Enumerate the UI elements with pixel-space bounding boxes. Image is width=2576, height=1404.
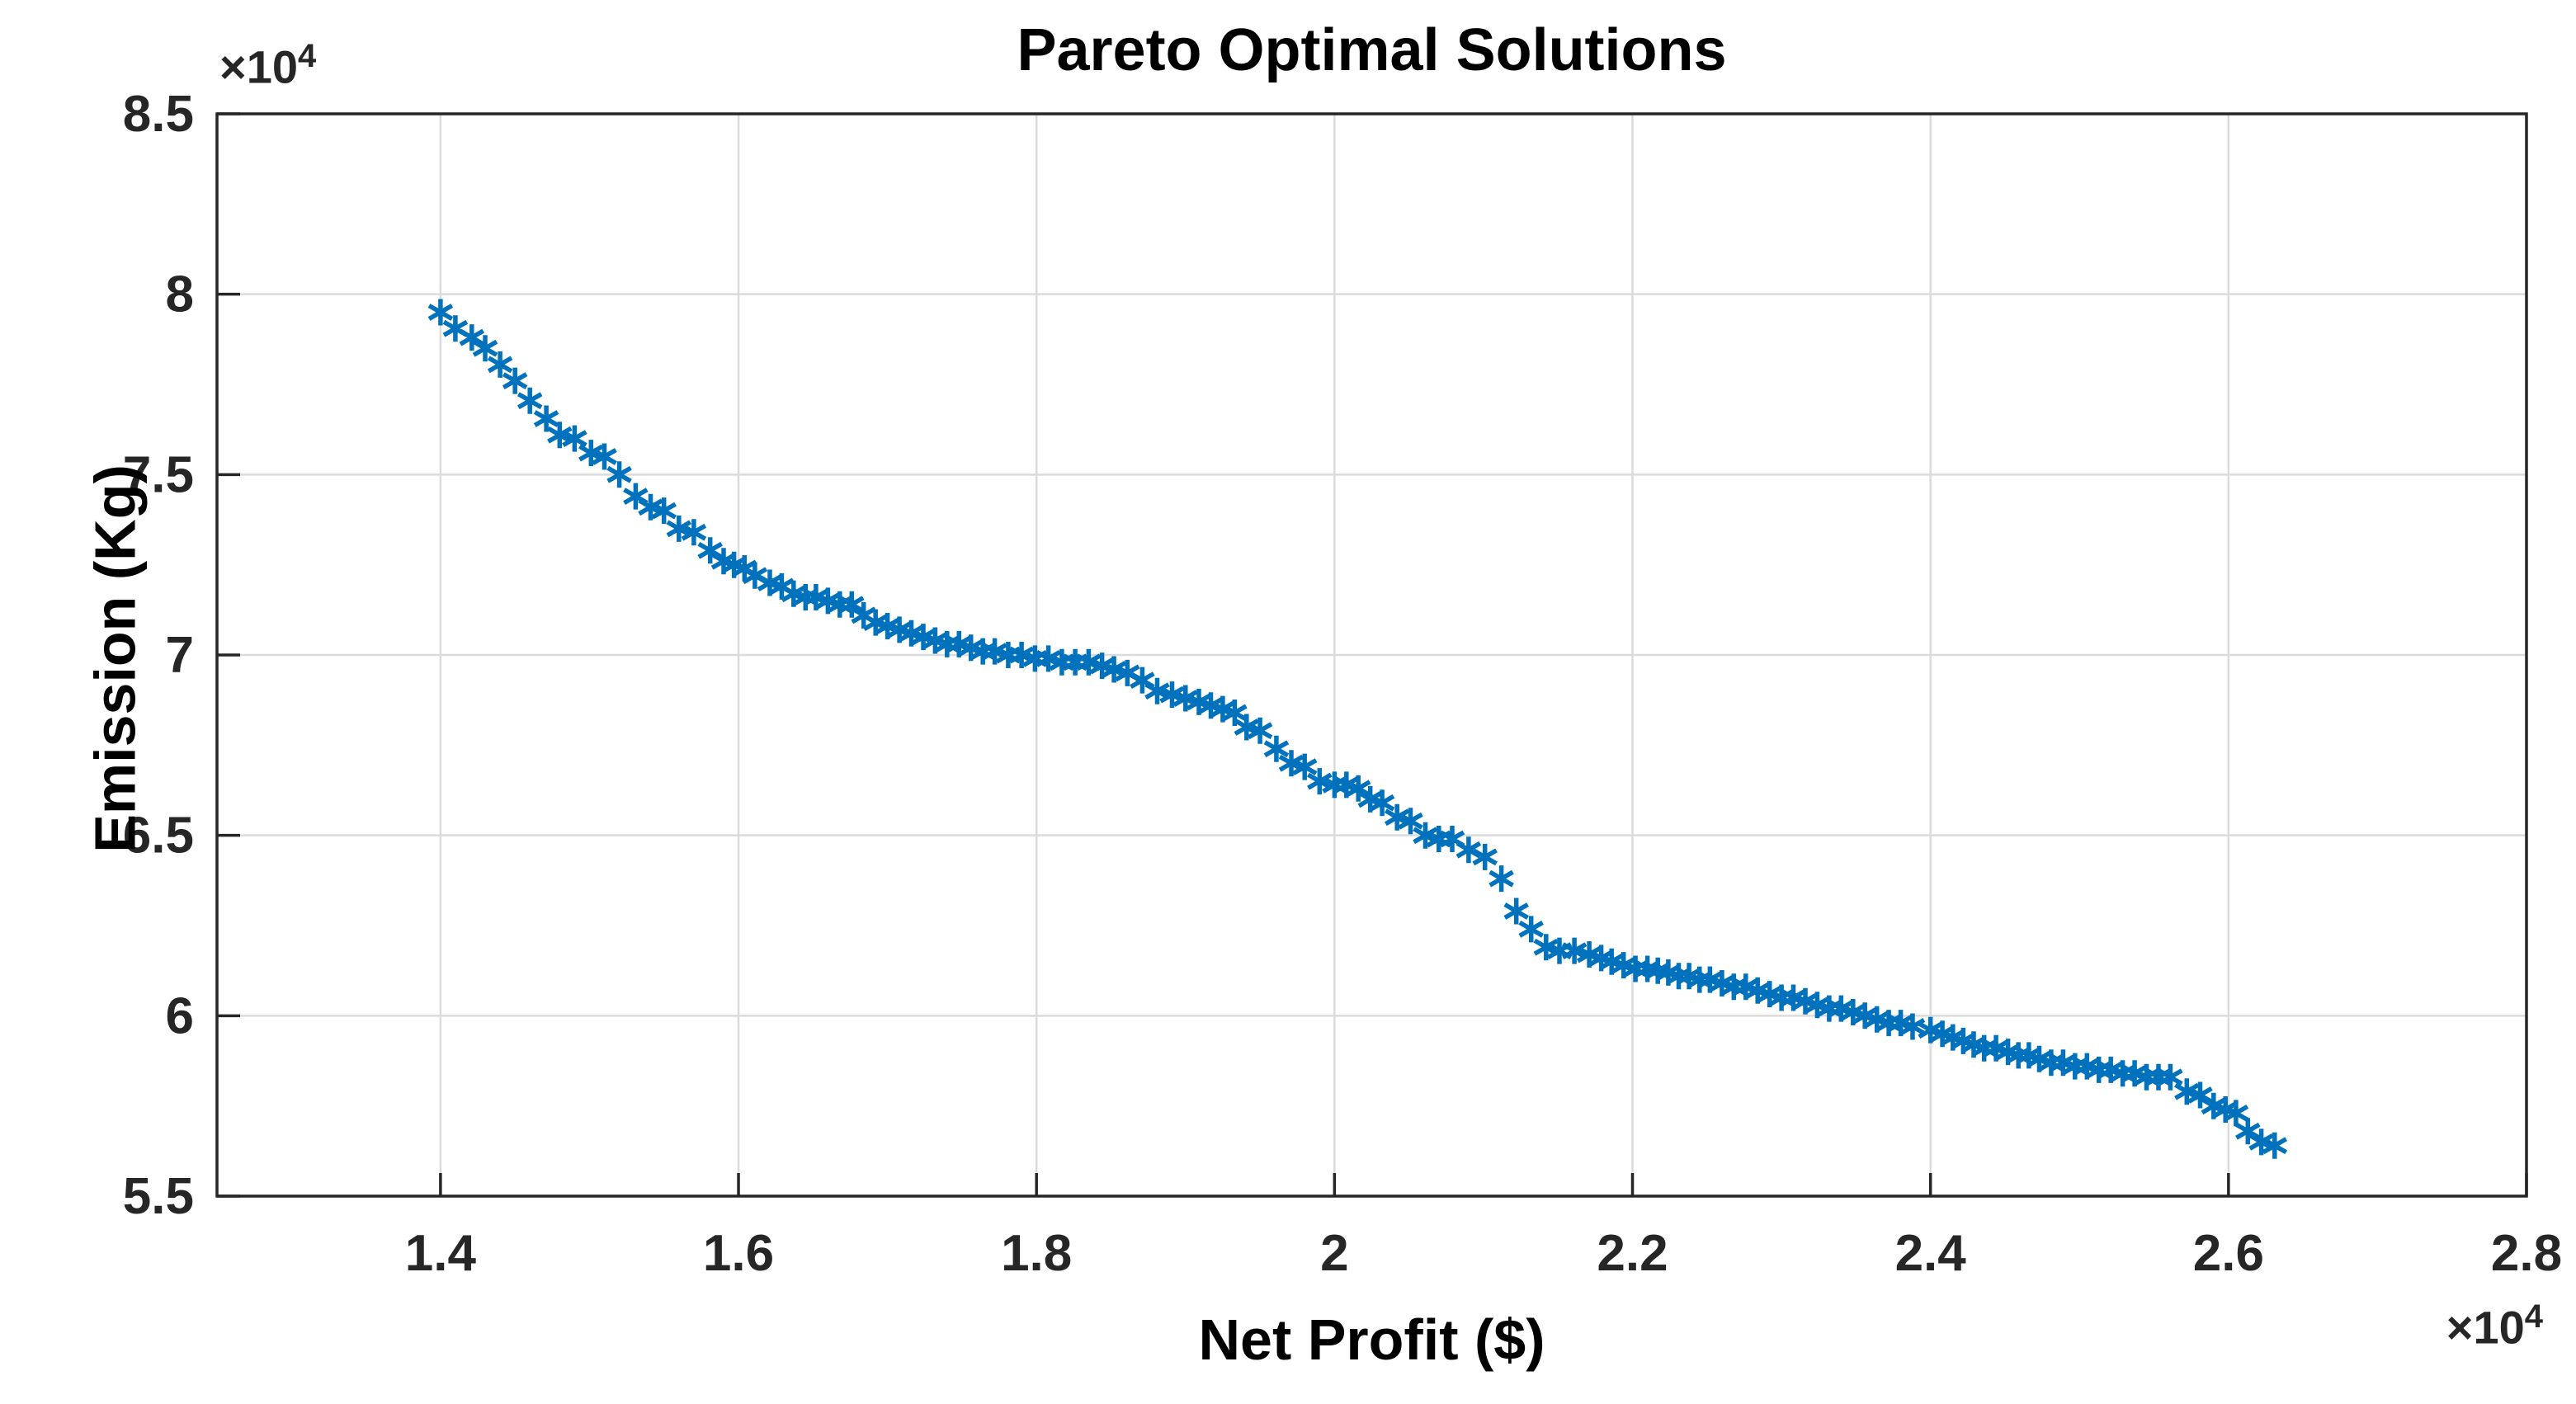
x-tick-label: 2 bbox=[1320, 1225, 1348, 1282]
y-tick-label: 5.5 bbox=[123, 1168, 194, 1225]
data-point-marker bbox=[1307, 768, 1333, 795]
x-exponent-base: ×10 bbox=[2446, 1301, 2525, 1354]
data-point-marker bbox=[2235, 1118, 2261, 1145]
data-point-marker bbox=[697, 537, 723, 564]
data-point-marker bbox=[606, 461, 632, 488]
x-tick-label: 1.4 bbox=[405, 1225, 477, 1282]
x-axis-exponent-label: ×104 bbox=[2446, 1300, 2543, 1351]
data-point-marker bbox=[1687, 966, 1713, 993]
data-point-marker bbox=[2005, 1042, 2031, 1069]
data-point-marker bbox=[1518, 916, 1544, 943]
data-point-marker bbox=[1472, 843, 1498, 870]
data-point-marker bbox=[666, 515, 692, 542]
x-tick-label: 2.8 bbox=[2491, 1225, 2562, 1282]
y-tick-label: 8 bbox=[166, 266, 194, 323]
data-point-marker bbox=[1263, 735, 1290, 762]
x-tick-label: 2.6 bbox=[2193, 1225, 2264, 1282]
x-axis-label: Net Profit ($) bbox=[1198, 1307, 1545, 1372]
data-point-marker bbox=[793, 584, 819, 610]
data-point-marker bbox=[427, 299, 454, 326]
y-axis-exponent-label: ×104 bbox=[219, 40, 316, 91]
data-point-marker bbox=[459, 324, 485, 351]
data-point-marker bbox=[1369, 789, 1395, 817]
y-tick-label: 7.5 bbox=[123, 446, 194, 503]
chart-title: Pareto Optimal Solutions bbox=[1017, 17, 1727, 83]
data-point-marker bbox=[1489, 865, 1514, 893]
x-tick-label: 1.6 bbox=[703, 1225, 774, 1282]
data-point-marker bbox=[651, 497, 677, 525]
data-point-marker bbox=[592, 443, 617, 470]
y-tick-label: 6 bbox=[166, 987, 194, 1044]
data-point-marker bbox=[1439, 826, 1465, 852]
data-point-marker bbox=[517, 387, 543, 414]
data-point-marker bbox=[1561, 937, 1588, 964]
data-point-marker bbox=[2223, 1100, 2249, 1127]
data-point-marker bbox=[1345, 775, 1371, 802]
y-tick-label: 6.5 bbox=[123, 808, 194, 865]
y-exponent-power: 4 bbox=[298, 38, 317, 74]
data-point-marker bbox=[562, 425, 587, 452]
x-tick-label: 2.2 bbox=[1597, 1225, 1668, 1282]
y-axis-label: Emission (Kg) bbox=[83, 464, 148, 853]
data-point-marker bbox=[533, 405, 559, 432]
y-tick-label: 7 bbox=[166, 627, 194, 684]
x-exponent-power: 4 bbox=[2524, 1298, 2543, 1335]
data-point-marker bbox=[1666, 963, 1691, 990]
data-point-marker bbox=[1144, 677, 1170, 704]
data-point-marker bbox=[487, 351, 513, 378]
data-point-marker bbox=[2262, 1132, 2288, 1159]
data-point-marker bbox=[502, 367, 528, 394]
data-point-marker bbox=[472, 335, 498, 362]
y-exponent-base: ×10 bbox=[219, 40, 298, 93]
data-point-marker bbox=[1291, 753, 1318, 780]
x-tick-label: 1.8 bbox=[1001, 1225, 1072, 1282]
data-point-marker bbox=[681, 519, 707, 546]
data-point-marker bbox=[1398, 808, 1423, 835]
data-point-marker bbox=[442, 315, 469, 342]
data-point-marker bbox=[2187, 1081, 2213, 1109]
x-tick-label: 2.4 bbox=[1895, 1225, 1967, 1282]
data-point-marker bbox=[1062, 648, 1088, 676]
data-point-marker bbox=[547, 422, 573, 449]
data-point-marker bbox=[1247, 717, 1273, 744]
y-tick-label: 8.5 bbox=[123, 86, 194, 143]
data-point-marker bbox=[2158, 1063, 2183, 1091]
data-point-marker bbox=[839, 591, 865, 618]
data-point-marker bbox=[1503, 898, 1529, 925]
